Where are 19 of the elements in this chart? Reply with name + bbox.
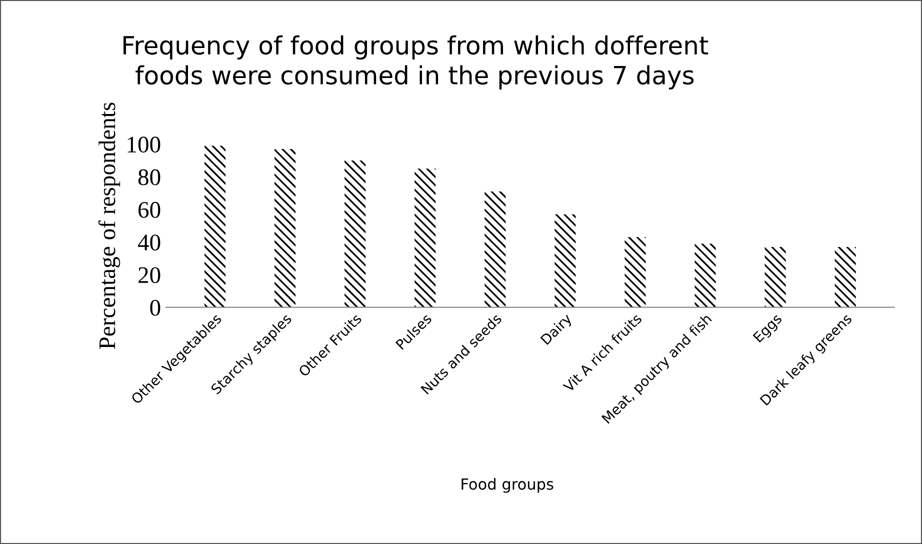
bar (274, 149, 296, 308)
y-tick-label: 0 (150, 300, 160, 316)
y-tick-label: 80 (138, 169, 160, 186)
bar (204, 146, 226, 308)
bar (624, 237, 646, 308)
y-tick-label: 40 (138, 234, 160, 251)
x-axis-title: Food groups (462, 478, 554, 493)
bar (834, 246, 856, 308)
chart-title: Frequency of food groups from which dofferent foods were consumed in the previous 7 days (124, 35, 708, 90)
y-tick-label: 100 (128, 136, 160, 153)
bar (414, 168, 436, 308)
bar (764, 246, 786, 308)
y-tick-label: 60 (138, 202, 160, 218)
y-axis-title: Percentage of respondents (98, 102, 120, 349)
bar (344, 160, 366, 308)
y-tick-label: 20 (138, 267, 160, 284)
bar (484, 191, 506, 308)
bar (694, 244, 716, 308)
bar (554, 214, 576, 308)
